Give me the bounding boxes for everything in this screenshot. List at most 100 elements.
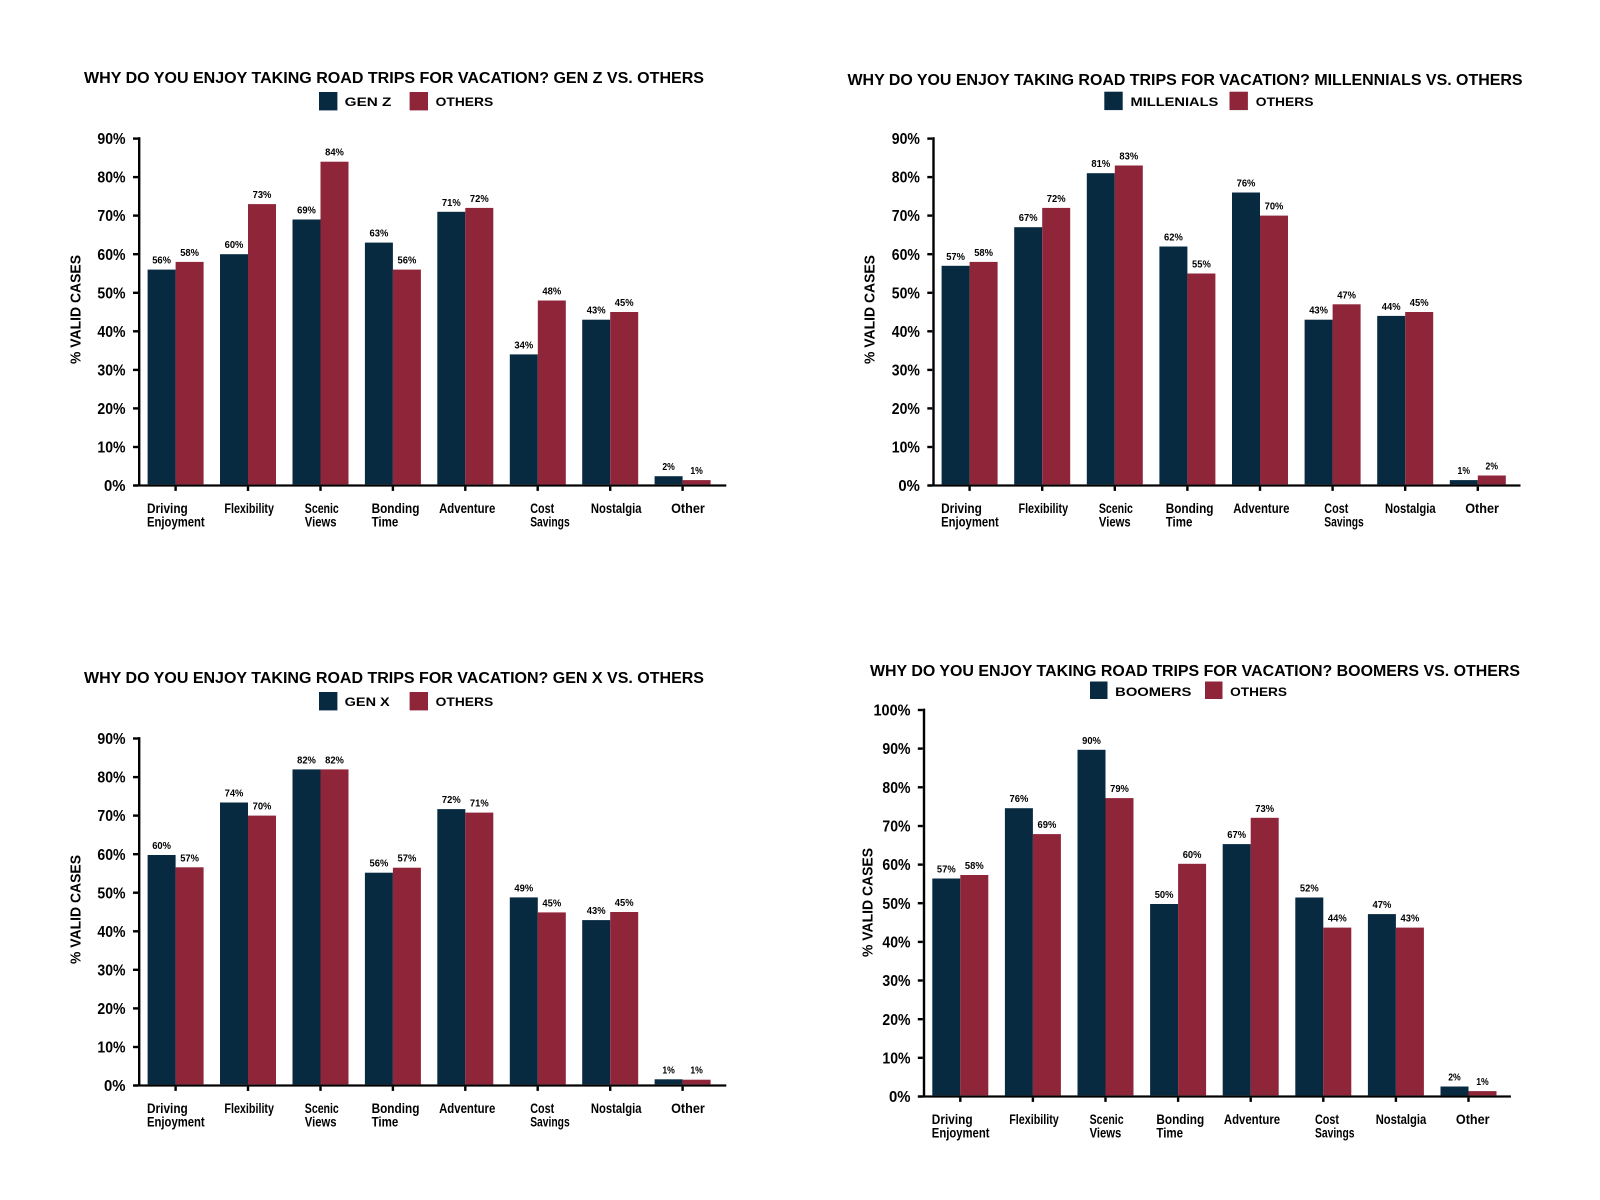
- svg-text:Views: Views: [1090, 1125, 1122, 1141]
- svg-text:2%: 2%: [662, 462, 675, 473]
- svg-text:Adventure: Adventure: [439, 500, 495, 516]
- svg-text:1%: 1%: [1476, 1077, 1489, 1088]
- svg-text:% VALID CASES: % VALID CASES: [860, 848, 877, 957]
- svg-text:Views: Views: [305, 1114, 337, 1130]
- svg-text:83%: 83%: [1119, 152, 1138, 163]
- svg-text:60%: 60%: [882, 857, 910, 874]
- svg-text:Cost: Cost: [1315, 1111, 1339, 1127]
- svg-text:56%: 56%: [398, 256, 417, 267]
- svg-text:72%: 72%: [442, 795, 461, 806]
- svg-text:Enjoyment: Enjoyment: [941, 514, 999, 530]
- svg-text:73%: 73%: [253, 190, 272, 201]
- svg-text:GEN X: GEN X: [345, 695, 391, 709]
- svg-text:Flexibility: Flexibility: [224, 1100, 274, 1116]
- svg-text:Savings: Savings: [530, 514, 570, 530]
- svg-text:71%: 71%: [442, 198, 461, 209]
- svg-text:0%: 0%: [889, 1089, 911, 1106]
- svg-text:Other: Other: [1465, 500, 1499, 516]
- svg-text:60%: 60%: [225, 240, 244, 251]
- svg-text:84%: 84%: [325, 148, 344, 159]
- svg-text:56%: 56%: [152, 256, 171, 267]
- svg-text:50%: 50%: [1155, 890, 1174, 901]
- svg-text:Adventure: Adventure: [1233, 500, 1289, 516]
- svg-text:Scenic: Scenic: [305, 1100, 339, 1116]
- svg-text:Views: Views: [1099, 514, 1131, 530]
- svg-text:% VALID CASES: % VALID CASES: [862, 255, 879, 364]
- svg-text:Driving: Driving: [147, 500, 188, 516]
- svg-text:81%: 81%: [1091, 159, 1110, 170]
- svg-text:90%: 90%: [97, 731, 125, 748]
- svg-text:47%: 47%: [1373, 900, 1392, 911]
- svg-text:43%: 43%: [1309, 306, 1328, 317]
- svg-text:69%: 69%: [297, 206, 316, 217]
- svg-text:OTHERS: OTHERS: [436, 95, 494, 109]
- svg-text:60%: 60%: [152, 841, 171, 852]
- svg-text:43%: 43%: [587, 306, 606, 317]
- svg-text:Scenic: Scenic: [305, 500, 339, 516]
- svg-text:OTHERS: OTHERS: [436, 695, 494, 709]
- svg-text:Bonding: Bonding: [372, 1100, 420, 1116]
- svg-text:55%: 55%: [1192, 260, 1211, 271]
- svg-text:1%: 1%: [690, 1066, 703, 1077]
- svg-text:Driving: Driving: [941, 500, 982, 516]
- svg-text:Other: Other: [671, 500, 705, 516]
- svg-text:Bonding: Bonding: [1156, 1111, 1204, 1127]
- svg-text:49%: 49%: [514, 883, 533, 894]
- svg-text:60%: 60%: [892, 247, 920, 264]
- svg-text:34%: 34%: [514, 340, 533, 351]
- svg-text:70%: 70%: [892, 208, 920, 225]
- svg-text:WHY DO YOU ENJOY TAKING ROAD T: WHY DO YOU ENJOY TAKING ROAD TRIPS FOR V…: [870, 663, 1520, 680]
- svg-text:57%: 57%: [946, 252, 965, 263]
- svg-text:OTHERS: OTHERS: [1230, 685, 1287, 699]
- svg-text:60%: 60%: [1183, 850, 1202, 861]
- svg-text:Time: Time: [1156, 1125, 1183, 1141]
- svg-text:90%: 90%: [1082, 736, 1101, 747]
- svg-text:50%: 50%: [892, 285, 920, 302]
- svg-text:45%: 45%: [615, 898, 634, 909]
- svg-text:Cost: Cost: [530, 1100, 554, 1116]
- svg-text:10%: 10%: [97, 440, 125, 457]
- svg-text:Enjoyment: Enjoyment: [932, 1125, 990, 1141]
- svg-text:1%: 1%: [1458, 466, 1471, 477]
- svg-text:67%: 67%: [1227, 830, 1246, 841]
- svg-text:70%: 70%: [97, 808, 125, 825]
- svg-text:Savings: Savings: [1315, 1125, 1355, 1141]
- svg-text:76%: 76%: [1010, 794, 1029, 805]
- svg-text:80%: 80%: [892, 170, 920, 187]
- svg-text:70%: 70%: [1265, 202, 1284, 213]
- svg-text:Driving: Driving: [147, 1100, 188, 1116]
- svg-text:48%: 48%: [542, 287, 561, 298]
- svg-text:Savings: Savings: [1324, 514, 1364, 530]
- svg-text:57%: 57%: [937, 865, 956, 876]
- svg-text:Nostalgia: Nostalgia: [1376, 1111, 1427, 1127]
- svg-text:56%: 56%: [370, 859, 389, 870]
- svg-text:43%: 43%: [587, 906, 606, 917]
- svg-text:57%: 57%: [180, 853, 199, 864]
- svg-text:30%: 30%: [892, 363, 920, 380]
- svg-text:Scenic: Scenic: [1099, 500, 1133, 516]
- svg-text:82%: 82%: [325, 755, 344, 766]
- svg-text:Time: Time: [372, 1114, 399, 1130]
- svg-text:Flexibility: Flexibility: [1009, 1111, 1059, 1127]
- svg-text:10%: 10%: [892, 440, 920, 457]
- svg-text:47%: 47%: [1337, 290, 1356, 301]
- svg-text:1%: 1%: [662, 1065, 675, 1076]
- svg-text:73%: 73%: [1255, 804, 1274, 815]
- svg-text:90%: 90%: [892, 131, 920, 148]
- svg-text:40%: 40%: [892, 324, 920, 341]
- svg-text:WHY DO YOU ENJOY TAKING ROAD T: WHY DO YOU ENJOY TAKING ROAD TRIPS FOR V…: [84, 670, 704, 687]
- svg-text:70%: 70%: [97, 208, 125, 225]
- svg-text:0%: 0%: [104, 478, 126, 495]
- svg-text:45%: 45%: [615, 298, 634, 309]
- svg-text:80%: 80%: [97, 170, 125, 187]
- svg-text:45%: 45%: [542, 898, 561, 909]
- svg-text:Time: Time: [1166, 514, 1193, 530]
- svg-text:72%: 72%: [1047, 194, 1066, 205]
- svg-text:Flexibility: Flexibility: [1019, 500, 1069, 516]
- svg-text:Nostalgia: Nostalgia: [591, 500, 642, 516]
- svg-text:Scenic: Scenic: [1090, 1111, 1124, 1127]
- svg-text:62%: 62%: [1164, 233, 1183, 244]
- svg-text:Driving: Driving: [932, 1111, 973, 1127]
- svg-text:58%: 58%: [180, 248, 199, 259]
- svg-text:20%: 20%: [97, 1001, 125, 1018]
